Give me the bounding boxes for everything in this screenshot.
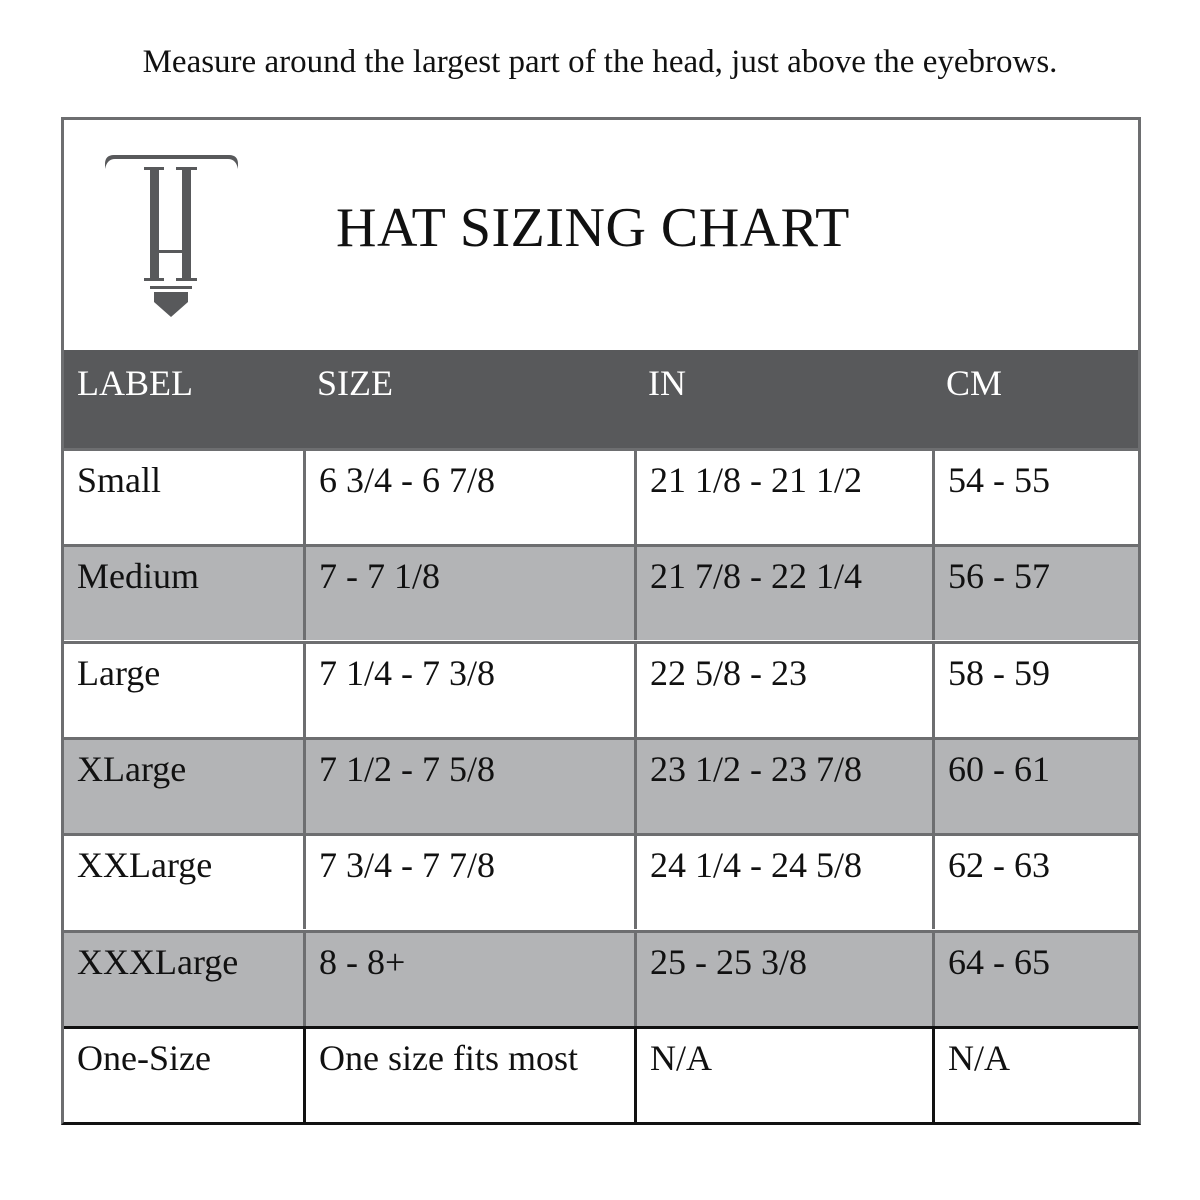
table-row: Medium 7 - 7 1/8 21 7/8 - 22 1/4 56 - 57	[64, 544, 1138, 641]
header-cm: CM	[946, 363, 1003, 403]
cell-size: 6 3/4 - 6 7/8	[303, 451, 634, 544]
th-logo-icon	[102, 150, 242, 325]
header-in: IN	[648, 363, 686, 403]
cell-size: One size fits most	[303, 1028, 634, 1122]
cell-size: 8 - 8+	[303, 932, 634, 1026]
cell-cm: 56 - 57	[932, 547, 1138, 641]
table-row: One-Size One size fits most N/A N/A	[64, 1025, 1138, 1122]
cell-cm: 58 - 59	[932, 643, 1138, 737]
cell-label: Large	[77, 652, 161, 693]
header-size: SIZE	[317, 363, 393, 403]
cell-cm: 54 - 55	[932, 451, 1138, 544]
cell-in: N/A	[634, 1028, 932, 1122]
cell-label: XXXLarge	[77, 941, 239, 982]
cell-label: XLarge	[77, 748, 187, 789]
cell-cm: 60 - 61	[932, 739, 1138, 833]
table-row: XXXLarge 8 - 8+ 25 - 25 3/8 64 - 65	[64, 929, 1138, 1026]
cell-size: 7 3/4 - 7 7/8	[303, 836, 634, 930]
table-row: Large 7 1/4 - 7 3/8 22 5/8 - 23 58 - 59	[64, 640, 1138, 737]
cell-in: 23 1/2 - 23 7/8	[634, 739, 932, 833]
table-row: XXLarge 7 3/4 - 7 7/8 24 1/4 - 24 5/8 62 - …	[64, 833, 1138, 930]
cell-in: 21 1/8 - 21 1/2	[634, 451, 932, 544]
cell-size: 7 1/2 - 7 5/8	[303, 739, 634, 833]
cell-in: 22 5/8 - 23	[634, 643, 932, 737]
cell-in: 25 - 25 3/8	[634, 932, 932, 1026]
cell-in: 24 1/4 - 24 5/8	[634, 836, 932, 930]
cell-label: Medium	[77, 556, 199, 597]
table-row: XLarge 7 1/2 - 7 5/8 23 1/2 - 23 7/8 60 - 6…	[64, 736, 1138, 833]
header-label: LABEL	[77, 363, 193, 403]
cell-cm: N/A	[932, 1028, 1138, 1122]
table-row: Small 6 3/4 - 6 7/8 21 1/8 - 21 1/2 54 - 55	[64, 448, 1138, 544]
cell-size: 7 1/4 - 7 3/8	[303, 643, 634, 737]
measuring-instruction: Measure around the largest part of the h…	[142, 44, 1058, 80]
table-header: LABEL SIZE IN CM	[64, 350, 1138, 448]
chart-title: HAT SIZING CHART	[336, 197, 850, 259]
cell-label: One-Size	[77, 1037, 211, 1078]
cell-in: 21 7/8 - 22 1/4	[634, 547, 932, 641]
cell-cm: 62 - 63	[932, 836, 1138, 930]
cell-label: XXLarge	[77, 845, 213, 886]
cell-size: 7 - 7 1/8	[303, 547, 634, 641]
sizing-chart: HAT SIZING CHART LABEL SIZE IN CM Small 6…	[61, 117, 1141, 1125]
cell-cm: 64 - 65	[932, 932, 1138, 1026]
cell-label: Small	[77, 460, 162, 500]
